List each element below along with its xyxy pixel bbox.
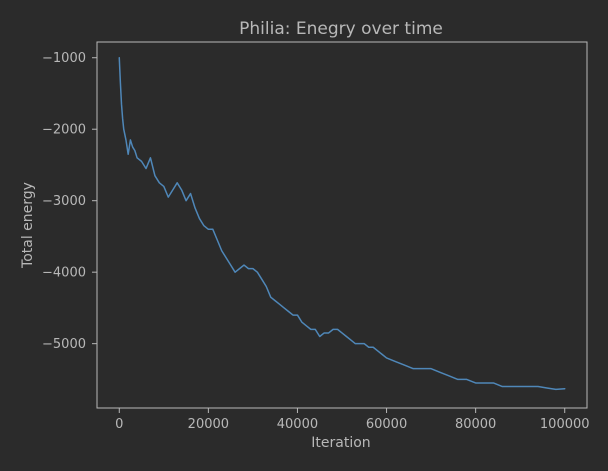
y-axis: −1000 −2000 −3000 −4000 −5000 [42,51,97,352]
x-axis-label: Iteration [311,435,370,451]
y-axis-label: Total energy [20,182,36,269]
chart-title: Philia: Enegry over time [239,19,443,39]
series-line [118,56,566,391]
y-tick-label: −5000 [42,337,86,352]
y-tick-label: −1000 [42,51,86,66]
x-tick-label: 0 [115,417,123,432]
x-tick-label: 40000 [277,417,318,432]
x-tick-label: 20000 [188,417,229,432]
x-axis: 0 20000 40000 60000 80000 100000 [115,408,590,432]
y-tick-label: −3000 [42,194,86,209]
x-tick-label: 100000 [540,417,590,432]
y-tick-label: −4000 [42,266,86,281]
y-tick-label: −2000 [42,123,86,138]
x-tick-label: 80000 [455,417,496,432]
plot-frame [96,41,588,409]
x-tick-label: 60000 [366,417,407,432]
